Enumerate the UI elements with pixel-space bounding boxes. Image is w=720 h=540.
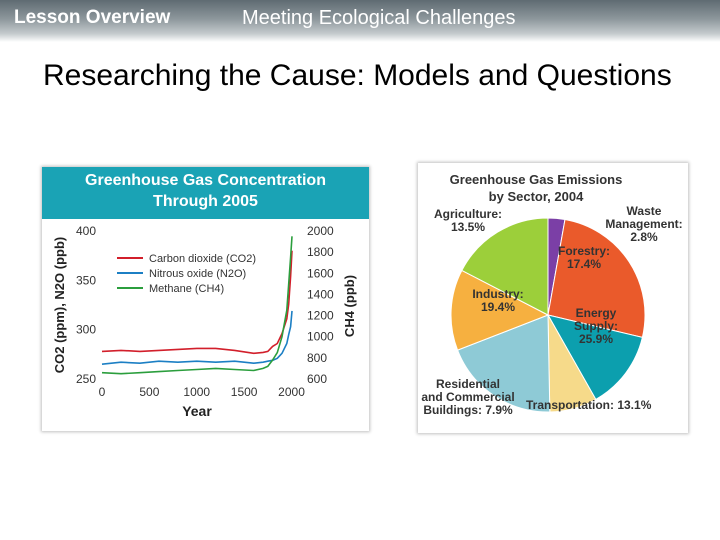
x-tick-label: 0	[99, 385, 106, 399]
pie-slice-label: Buildings: 7.9%	[423, 403, 513, 417]
emissions-pie-figure: Greenhouse Gas Emissions by Sector, 2004 W…	[418, 163, 688, 433]
y-right-tick-label: 2000	[307, 224, 334, 238]
lesson-overview-label: Lesson Overview	[14, 7, 171, 28]
pie-slice-label: Supply:	[574, 319, 618, 333]
y-right-axis-label: CH4 (ppb)	[342, 275, 357, 337]
x-tick-label: 500	[139, 385, 159, 399]
series-line	[101, 236, 293, 375]
legend-label: Methane (CH4)	[149, 283, 224, 295]
y-tick-label: 400	[76, 224, 96, 238]
y-right-tick-label: 600	[307, 372, 327, 386]
chart-title-line-2: Through 2005	[153, 193, 258, 210]
x-tick-label: 1500	[231, 385, 258, 399]
series-line	[101, 250, 293, 355]
emissions-pie-chart: Greenhouse Gas Emissions by Sector, 2004 W…	[421, 172, 682, 417]
section-title: Meeting Ecological Challenges	[242, 7, 516, 29]
pie-title-line: Greenhouse Gas Emissions	[450, 172, 623, 187]
y-tick-label: 350	[76, 273, 96, 287]
pie-slice-label: Forestry:	[558, 244, 610, 258]
pie-slice-label: 2.8%	[630, 230, 658, 244]
y-right-tick-label: 1800	[307, 245, 334, 259]
pie-slice-label: Industry:	[472, 287, 523, 301]
series-line	[101, 310, 293, 365]
pie-slice	[547, 218, 646, 338]
slide-header: Lesson Overview Meeting Ecological Chall…	[0, 0, 720, 42]
pie-slice-label: Management:	[605, 217, 682, 231]
pie-slice-label: Energy	[576, 306, 617, 320]
pie-slice-label: 19.4%	[481, 300, 515, 314]
pie-slice	[461, 217, 549, 316]
x-axis-label: Year	[182, 403, 212, 419]
pie-slice	[547, 314, 643, 401]
y-right-tick-label: 1400	[307, 287, 334, 301]
legend-label: Nitrous oxide (N2O)	[149, 268, 246, 280]
y-right-tick-label: 1000	[307, 330, 334, 344]
pie-slice-label: 17.4%	[567, 257, 601, 271]
pie-slice-label: Residential	[436, 377, 500, 391]
pie-title-line: by Sector, 2004	[489, 189, 584, 204]
chart-title-banner: Greenhouse Gas Concentration Through 200…	[42, 167, 369, 219]
pie-slice-label: and Commercial	[421, 390, 514, 404]
pie-slice-label: 13.5%	[451, 220, 485, 234]
pie-slice	[456, 314, 551, 413]
y-axis-label: CO2 (ppm), N2O (ppb)	[52, 237, 67, 374]
pie-slice-label: Waste	[627, 204, 662, 218]
chart-title-line-1: Greenhouse Gas Concentration	[85, 172, 326, 189]
pie-slice-label: 25.9%	[579, 332, 613, 346]
concentration-line-chart: 250 300 350 400 600 800 1000 1200 1400 1600 1800 20…	[52, 224, 357, 419]
y-right-tick-label: 1200	[307, 309, 334, 323]
pie-slice	[450, 269, 550, 351]
pie-slice-label: Transportation: 13.1%	[526, 398, 652, 412]
pie-slice-label: Agriculture:	[434, 207, 502, 221]
legend-label: Carbon dioxide (CO2)	[149, 253, 256, 265]
y-right-tick-label: 1600	[307, 266, 334, 280]
slide-title: Researching the Cause: Models and Questi…	[43, 59, 672, 92]
y-tick-label: 250	[76, 372, 96, 386]
x-tick-label: 2000	[278, 385, 305, 399]
concentration-chart-figure: Greenhouse Gas Concentration Through 200…	[42, 167, 369, 431]
x-tick-label: 1000	[183, 385, 210, 399]
y-tick-label: 300	[76, 323, 96, 337]
y-right-tick-label: 800	[307, 351, 327, 365]
